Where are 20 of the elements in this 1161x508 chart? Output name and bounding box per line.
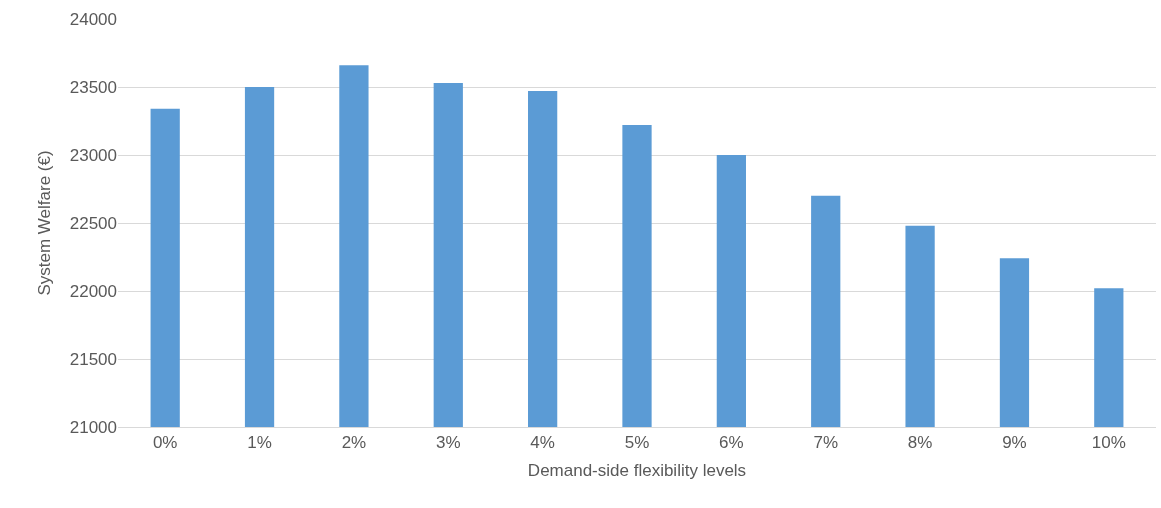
x-tick-label: 8% — [907, 433, 933, 453]
x-tick-label: 9% — [1002, 433, 1027, 453]
x-axis-title: Demand-side flexibility levels — [527, 460, 747, 480]
x-tick-label: 2% — [341, 433, 367, 453]
x-tick-label: 3% — [435, 433, 461, 453]
x-tick-label: 1% — [247, 433, 272, 453]
y-tick-label: 23000 — [69, 145, 117, 165]
y-tick-label: 24000 — [69, 9, 117, 29]
x-tick-label: 5% — [624, 433, 650, 453]
x-tick-label: 7% — [813, 433, 839, 453]
x-tick-label: 4% — [530, 433, 555, 453]
x-tick-label: 10% — [1091, 433, 1126, 453]
y-axis-title: System Welfare (€) — [35, 150, 55, 296]
y-tick-label: 21500 — [69, 349, 117, 369]
x-tick-label: 0% — [152, 433, 178, 453]
y-tick-label: 21000 — [69, 417, 117, 437]
y-tick-label: 22000 — [69, 281, 117, 301]
y-tick-label: 22500 — [69, 213, 117, 233]
x-tick-label: 6% — [719, 433, 744, 453]
y-tick-label: 23500 — [69, 77, 117, 97]
